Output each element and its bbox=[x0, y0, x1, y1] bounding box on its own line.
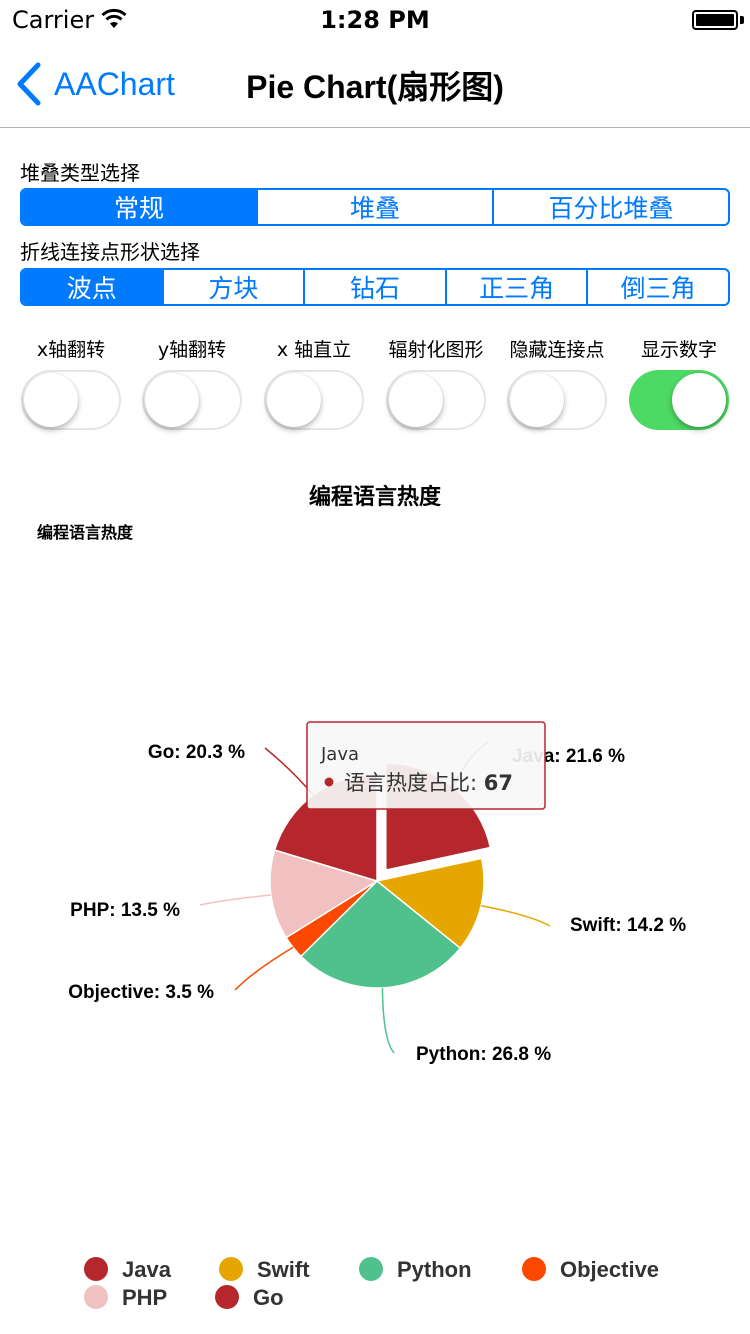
data-label-swift: Swift: 14.2 % bbox=[570, 915, 686, 936]
tooltip-series-dot bbox=[324, 777, 334, 787]
navigation-bar: AAChart Pie Chart(扇形图) bbox=[0, 40, 750, 128]
option-switches: x轴翻转 y轴翻转 x 轴直立 辐射化图形 隐藏连接点 显示数字 bbox=[0, 338, 750, 438]
marker-shape-segmented-control: 波点 方块 钻石 正三角 倒三角 bbox=[20, 268, 730, 306]
legend-item-php[interactable]: PHP bbox=[84, 1285, 167, 1310]
tooltip-box bbox=[306, 721, 546, 810]
legend-item-swift[interactable]: Swift bbox=[219, 1257, 310, 1282]
legend-item-go[interactable]: Go bbox=[215, 1285, 284, 1310]
legend-item-java[interactable]: Java bbox=[84, 1257, 172, 1282]
switch-item-y-reverse: y轴翻转 bbox=[131, 338, 253, 430]
show-data-labels-toggle[interactable] bbox=[629, 370, 729, 430]
toggle-knob bbox=[672, 373, 726, 427]
data-label-php: PHP: 13.5 % bbox=[70, 900, 180, 921]
marker-shape-label: 折线连接点形状选择 bbox=[20, 240, 200, 264]
battery-tip bbox=[740, 16, 744, 24]
stacking-type-label: 堆叠类型选择 bbox=[20, 161, 140, 185]
legend-label: Java bbox=[122, 1257, 172, 1282]
stacking-type-segmented-control: 常规 堆叠 百分比堆叠 bbox=[20, 188, 730, 226]
connector-swift bbox=[480, 904, 551, 927]
switch-label: 辐射化图形 bbox=[388, 339, 484, 361]
switch-label: x 轴直立 bbox=[276, 339, 352, 361]
toggle-knob bbox=[389, 373, 443, 427]
switch-label: 隐藏连接点 bbox=[509, 339, 605, 361]
legend-label: PHP bbox=[122, 1285, 167, 1310]
legend-marker bbox=[84, 1285, 108, 1309]
legend-marker bbox=[219, 1257, 243, 1281]
data-label-objective: Objective: 3.5 % bbox=[68, 982, 214, 1003]
status-time: 1:28 PM bbox=[320, 6, 430, 34]
switch-item-polar: 辐射化图形 bbox=[375, 338, 497, 430]
tooltip-series-line: 语言热度占比: 67 bbox=[344, 771, 513, 795]
back-button-label: AAChart bbox=[54, 65, 175, 102]
segment-marker-square[interactable]: 方块 bbox=[161, 270, 304, 304]
battery-icon bbox=[692, 10, 738, 30]
tooltip: Java 语言热度占比: 67 bbox=[306, 721, 546, 810]
page-title: Pie Chart(扇形图) bbox=[246, 69, 504, 105]
legend-marker bbox=[522, 1257, 546, 1281]
switch-item-x-reverse: x轴翻转 bbox=[10, 338, 132, 430]
toggle-knob bbox=[267, 373, 321, 427]
switch-label: y轴翻转 bbox=[157, 339, 227, 361]
connector-python bbox=[381, 987, 395, 1054]
switch-label: x轴翻转 bbox=[36, 339, 106, 361]
x-axis-reverse-toggle[interactable] bbox=[21, 370, 121, 430]
switch-item-x-inverted: x 轴直立 bbox=[253, 338, 375, 430]
wifi-icon bbox=[101, 8, 127, 28]
back-button[interactable]: AAChart bbox=[14, 60, 175, 108]
legend-marker bbox=[215, 1285, 239, 1309]
data-label-python: Python: 26.8 % bbox=[416, 1044, 551, 1065]
polar-chart-toggle[interactable] bbox=[386, 370, 486, 430]
segment-marker-triangle-down[interactable]: 倒三角 bbox=[586, 270, 728, 304]
segment-stacking-normal[interactable]: 常规 bbox=[22, 190, 256, 224]
segment-marker-diamond[interactable]: 钻石 bbox=[303, 270, 445, 304]
tooltip-value: 67 bbox=[484, 771, 513, 795]
segment-marker-triangle[interactable]: 正三角 bbox=[444, 270, 587, 304]
hide-markers-toggle[interactable] bbox=[507, 370, 607, 430]
connector-php bbox=[199, 894, 272, 906]
data-label-go: Go: 20.3 % bbox=[148, 742, 245, 763]
toggle-knob bbox=[510, 373, 564, 427]
status-bar: Carrier 1:28 PM bbox=[0, 0, 750, 40]
connector-objective bbox=[234, 946, 294, 991]
x-axis-upright-toggle[interactable] bbox=[264, 370, 364, 430]
legend-label: Objective bbox=[560, 1257, 659, 1282]
chevron-left-icon bbox=[17, 62, 41, 106]
segment-stacking-percent[interactable]: 百分比堆叠 bbox=[492, 190, 728, 224]
toggle-knob bbox=[145, 373, 199, 427]
pie-slice-php[interactable] bbox=[269, 849, 379, 939]
legend-label: Swift bbox=[257, 1257, 310, 1282]
chart-title: 编程语言热度 bbox=[309, 484, 442, 510]
legend-item-objective[interactable]: Objective bbox=[522, 1257, 659, 1282]
chart-subtitle: 编程语言热度 bbox=[37, 523, 134, 542]
tooltip-series-label: 语言热度占比: bbox=[344, 771, 484, 795]
pie-chart: 编程语言热度 编程语言热度 Java: 21.6 %Swift: 14.2 %P… bbox=[37, 484, 686, 1310]
legend-item-python[interactable]: Python bbox=[359, 1257, 472, 1282]
segment-stacking-stacked[interactable]: 堆叠 bbox=[256, 190, 492, 224]
connector-go bbox=[264, 747, 314, 796]
pie-slice-swift[interactable] bbox=[375, 857, 485, 950]
y-axis-reverse-toggle[interactable] bbox=[142, 370, 242, 430]
legend-marker bbox=[84, 1257, 108, 1281]
switch-item-hide-markers: 隐藏连接点 bbox=[496, 338, 618, 430]
legend-label: Python bbox=[397, 1257, 472, 1282]
toggle-knob bbox=[24, 373, 78, 427]
segment-marker-circle[interactable]: 波点 bbox=[22, 270, 162, 304]
legend-label: Go bbox=[253, 1285, 284, 1310]
carrier-label: Carrier bbox=[12, 6, 95, 34]
switch-item-data-labels: 显示数字 bbox=[618, 338, 740, 430]
legend: Java Swift Python Objective PHP Go bbox=[84, 1257, 659, 1310]
tooltip-title: Java bbox=[320, 744, 359, 765]
pie-slice-python[interactable] bbox=[299, 879, 462, 989]
switch-label: 显示数字 bbox=[640, 339, 717, 361]
legend-marker bbox=[359, 1257, 383, 1281]
